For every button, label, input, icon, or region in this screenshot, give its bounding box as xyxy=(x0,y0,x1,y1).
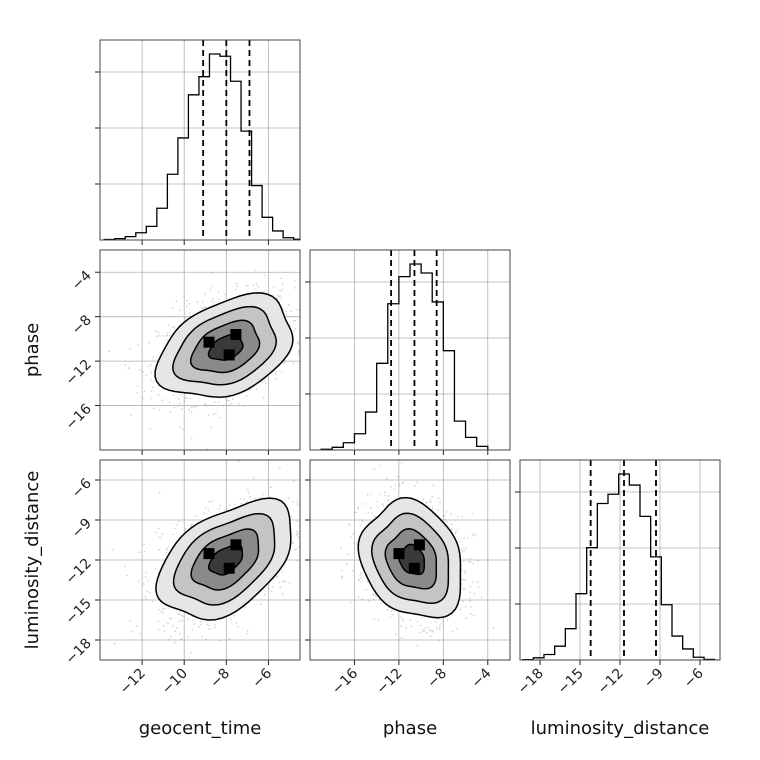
x-tick-label: −10 xyxy=(159,666,191,698)
density-content xyxy=(100,269,300,450)
x-tick-label: −8 xyxy=(424,666,450,692)
panel-frame xyxy=(309,249,511,451)
contour-level-3 xyxy=(190,528,260,591)
x-axis-label-geocent-time: geocent_time xyxy=(139,718,262,739)
y-tick-label: −8 xyxy=(69,312,95,338)
panel-frame xyxy=(99,39,301,241)
y-tick-label: −6 xyxy=(69,475,95,501)
density-cell-peak xyxy=(413,539,425,551)
contour-level-4 xyxy=(207,333,244,361)
density-content xyxy=(111,460,300,654)
x-tick-label: −12 xyxy=(374,666,406,698)
axis-labels: geocent_time phase luminosity_distance p… xyxy=(22,323,709,739)
contour-level-3 xyxy=(384,528,438,590)
x-tick-label: −6 xyxy=(681,665,707,691)
histogram-step xyxy=(320,263,489,450)
x-axis-label-phase: phase xyxy=(383,718,437,739)
contour-level-3 xyxy=(189,319,261,374)
hist-panel-geocent-time xyxy=(95,39,301,245)
panel-frame xyxy=(519,459,721,661)
histogram-step xyxy=(103,53,301,241)
contour-level-4 xyxy=(397,543,426,576)
x-tick-label: −16 xyxy=(329,665,361,697)
y-tick-label: −18 xyxy=(63,636,95,668)
y-axis-label-phase: phase xyxy=(22,323,43,377)
y-tick-label: −4 xyxy=(69,268,95,294)
panel-background xyxy=(310,250,510,450)
panel-frame xyxy=(99,459,301,661)
y-axis-label-luminosity-distance: luminosity_distance xyxy=(22,471,43,650)
x-tick-label: −15 xyxy=(555,666,587,698)
density-content xyxy=(340,461,495,647)
histogram-step xyxy=(522,473,716,661)
x-tick-label: −6 xyxy=(249,665,275,691)
density-panel-luminosity-distance-vs-phase: −16 −12 −8 −4 xyxy=(305,459,511,698)
y-tick-label: −16 xyxy=(63,401,95,433)
hist-panel-luminosity-distance: −18 −15 −12 −9 −6 xyxy=(515,459,721,698)
x-tick-label: −12 xyxy=(117,666,149,698)
x-tick-label: −12 xyxy=(595,666,627,698)
x-tick-label: −18 xyxy=(515,666,547,698)
y-tick-label: −15 xyxy=(63,596,95,628)
density-cell-peak xyxy=(203,548,215,560)
density-cell-peak xyxy=(223,349,235,361)
density-panel-luminosity-distance-vs-geocent-time: −12 −10 −8 −6 −18 −15 −12 −9 −6 xyxy=(63,459,301,698)
density-panel-phase-vs-geocent-time: −16 −12 −8 −4 xyxy=(63,249,301,455)
contour-level-2 xyxy=(370,512,450,605)
density-cell-peak xyxy=(408,562,420,574)
contour-level-1 xyxy=(155,497,292,621)
y-tick-label: −12 xyxy=(63,357,95,389)
panel-background xyxy=(100,40,300,240)
x-tick-label: −4 xyxy=(469,665,495,691)
contour-level-2 xyxy=(172,512,276,606)
y-tick-label: −12 xyxy=(63,556,95,588)
corner-panels: −18 −15 −12 −9 −6−16−12−8−4−12 −10 −8 −6−18−15−… xyxy=(63,39,721,698)
panel-frame xyxy=(309,459,511,661)
x-tick-label: −9 xyxy=(641,666,667,692)
contour-level-1 xyxy=(154,292,294,398)
contour-level-4 xyxy=(207,543,244,576)
x-axis-label-luminosity-distance: luminosity_distance xyxy=(531,718,710,739)
density-cell-peak xyxy=(203,336,215,348)
contour-level-1 xyxy=(357,496,462,619)
y-tick-label: −9 xyxy=(69,516,95,542)
density-cell-peak xyxy=(223,562,235,574)
panel-frame xyxy=(99,249,301,451)
hist-panel-phase xyxy=(305,249,511,455)
x-tick-label: −8 xyxy=(207,666,233,692)
contour-level-2 xyxy=(172,305,278,386)
